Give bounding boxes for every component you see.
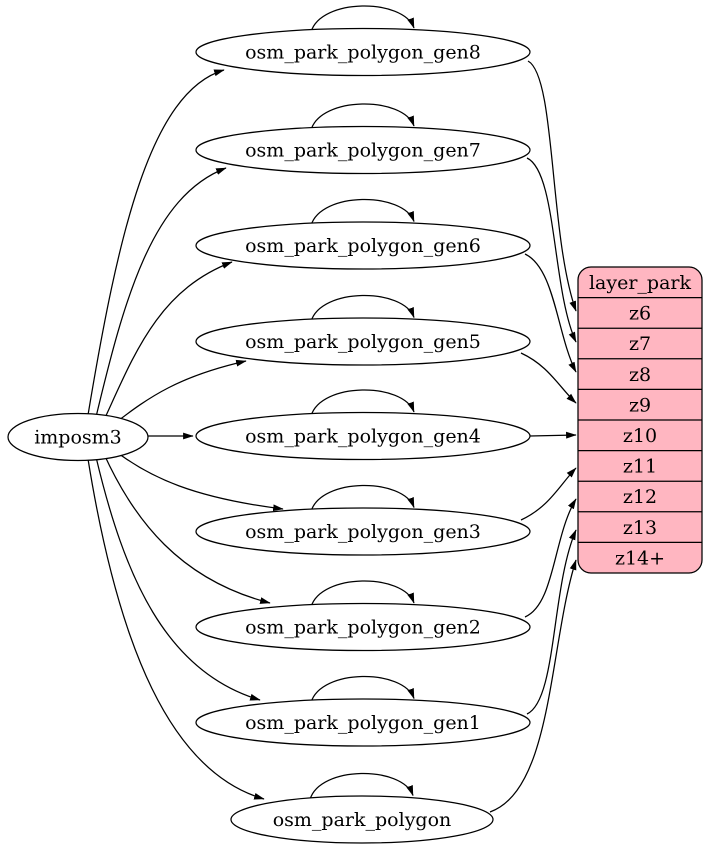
self-loop-osm_park_polygon_gen6: [310, 198, 415, 226]
layer-park-row-z11: z11: [623, 456, 657, 478]
self-loop-osm_park_polygon: [309, 772, 414, 800]
node-osm_park_polygon_gen7: osm_park_polygon_gen7: [195, 125, 531, 175]
node-ellipse-osm_park_polygon_gen8: [195, 27, 531, 77]
edge-imposm3-to-osm_park_polygon_gen3: [113, 449, 284, 512]
layer-park-header: layer_park: [589, 272, 692, 294]
edges-layer: [87, 5, 577, 813]
edge-osm_park_polygon_gen5-to-z9: [520, 352, 577, 404]
edge-imposm3-to-osm_park_polygon_gen8: [87, 69, 225, 416]
edge-osm_park_polygon_gen7-to-z7: [526, 157, 577, 343]
node-osm_park_polygon_gen6: osm_park_polygon_gen6: [195, 221, 531, 270]
edge-imposm3-to-osm_park_polygon_gen5: [113, 359, 247, 425]
node-label-osm_park_polygon_gen2: osm_park_polygon_gen2: [245, 617, 481, 639]
edge-imposm3-to-osm_park_polygon: [87, 458, 265, 800]
node-ellipse-osm_park_polygon_gen6: [195, 221, 531, 270]
self-loop-osm_park_polygon_gen1: [310, 675, 415, 703]
edge-osm_park_polygon_gen2-to-z12: [524, 498, 577, 618]
node-osm_park_polygon_gen2: osm_park_polygon_gen2: [195, 602, 531, 652]
layer-park-row-z6: z6: [629, 303, 651, 325]
node-label-osm_park_polygon_gen7: osm_park_polygon_gen7: [245, 140, 481, 162]
node-label-osm_park_polygon: osm_park_polygon: [273, 809, 452, 831]
nodes-layer: imposm3 osm_park_polygon_gen8 osm_park_pol…: [7, 27, 531, 844]
layer-park-row-z8: z8: [629, 364, 651, 386]
layer-park-row-z9: z9: [629, 394, 651, 416]
node-label-osm_park_polygon_gen8: osm_park_polygon_gen8: [245, 42, 481, 64]
edge-osm_park_polygon_gen1-to-z13: [526, 529, 577, 715]
node-osm_park_polygon_gen1: osm_park_polygon_gen1: [195, 698, 531, 747]
self-loop-osm_park_polygon_gen2: [310, 580, 415, 608]
node-ellipse-imposm3: [7, 412, 149, 462]
node-label-osm_park_polygon_gen3: osm_park_polygon_gen3: [245, 521, 481, 543]
layer-park-row-z14+: z14+: [615, 547, 665, 569]
node-ellipse-osm_park_polygon_gen2: [195, 602, 531, 652]
node-label-osm_park_polygon_gen5: osm_park_polygon_gen5: [245, 331, 481, 353]
self-loop-osm_park_polygon_gen3: [310, 484, 415, 512]
edge-imposm3-to-osm_park_polygon_gen7: [95, 167, 227, 418]
node-ellipse-osm_park_polygon: [230, 795, 494, 844]
node-ellipse-osm_park_polygon_gen3: [195, 507, 531, 556]
node-label-osm_park_polygon_gen6: osm_park_polygon_gen6: [245, 235, 481, 257]
node-imposm3: imposm3: [7, 412, 149, 462]
edge-imposm3-to-osm_park_polygon_gen2: [103, 453, 271, 604]
edge-osm_park_polygon_gen6-to-z8: [524, 253, 577, 373]
node-ellipse-osm_park_polygon_gen5: [195, 317, 531, 366]
edge-imposm3-to-osm_park_polygon_gen1: [95, 456, 261, 701]
node-osm_park_polygon: osm_park_polygon: [230, 795, 494, 844]
node-label-osm_park_polygon_gen4: osm_park_polygon_gen4: [245, 426, 481, 448]
self-loop-osm_park_polygon_gen8: [310, 5, 415, 33]
self-loop-osm_park_polygon_gen5: [310, 294, 415, 322]
layer-park-table: layer_park z6 z7 z8 z9 z10 z11 z12 z13 z14+: [577, 266, 703, 574]
node-osm_park_polygon_gen4: osm_park_polygon_gen4: [195, 411, 531, 461]
node-osm_park_polygon_gen5: osm_park_polygon_gen5: [195, 317, 531, 366]
edge-osm_park_polygon_gen3-to-z11: [520, 467, 577, 521]
node-label-osm_park_polygon_gen1: osm_park_polygon_gen1: [245, 712, 481, 734]
layer-park-row-z12: z12: [623, 486, 657, 508]
edge-imposm3-to-osm_park_polygon_gen6: [103, 261, 233, 421]
node-ellipse-osm_park_polygon_gen1: [195, 698, 531, 747]
node-label-imposm3: imposm3: [34, 427, 122, 449]
node-osm_park_polygon_gen8: osm_park_polygon_gen8: [195, 27, 531, 77]
edge-osm_park_polygon_gen4-to-z10: [529, 431, 577, 439]
self-loop-osm_park_polygon_gen4: [310, 389, 415, 417]
node-ellipse-osm_park_polygon_gen4: [195, 411, 531, 461]
self-loop-osm_park_polygon_gen7: [310, 103, 415, 131]
edge-osm_park_polygon-to-z14+: [489, 559, 577, 813]
layer-park-row-z10: z10: [623, 425, 657, 447]
node-ellipse-osm_park_polygon_gen7: [195, 125, 531, 175]
layer-park-row-z7: z7: [629, 333, 651, 355]
layer-park-row-z13: z13: [623, 517, 657, 539]
edge-osm_park_polygon_gen8-to-z6: [527, 60, 577, 312]
node-osm_park_polygon_gen3: osm_park_polygon_gen3: [195, 507, 531, 556]
